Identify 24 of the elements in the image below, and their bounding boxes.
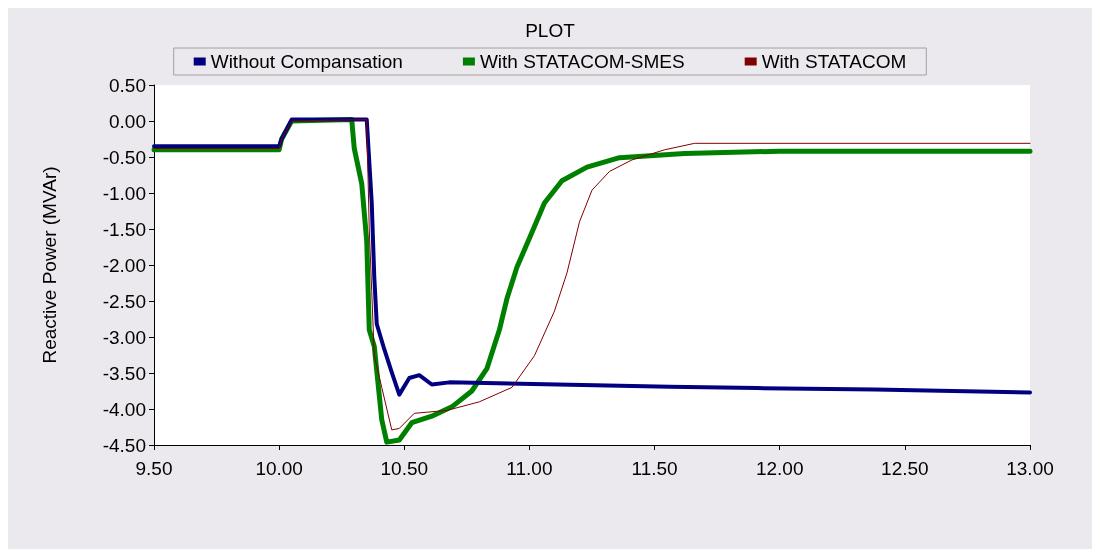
y-tick-label: -4.50 bbox=[102, 434, 146, 456]
y-tick-label: -3.50 bbox=[102, 362, 146, 384]
y-tick-label: -0.50 bbox=[102, 146, 146, 168]
legend-label: With STATACOM-SMES bbox=[479, 51, 685, 72]
y-tick-label: -3.00 bbox=[102, 326, 146, 348]
legend-label: With STATACOM bbox=[761, 51, 907, 72]
x-tick-label: 12.00 bbox=[755, 458, 804, 479]
y-tick-label: -2.50 bbox=[102, 290, 146, 312]
x-tick-label: 11.00 bbox=[506, 458, 553, 479]
x-tick-label: 11.50 bbox=[631, 458, 678, 479]
x-tick-label: 12.50 bbox=[881, 458, 929, 479]
y-tick-label: -1.00 bbox=[102, 182, 146, 204]
y-tick-label: -2.00 bbox=[102, 254, 146, 276]
legend-label: Without Compansation bbox=[210, 51, 403, 72]
x-tick-label: 13.00 bbox=[1006, 458, 1054, 479]
y-tick-label: -1.50 bbox=[102, 218, 146, 240]
x-tick-label: 10.00 bbox=[255, 458, 303, 479]
y-axis-title: Reactive Power (MVAr) bbox=[39, 166, 60, 364]
x-tick-label: 10.50 bbox=[380, 458, 429, 479]
y-tick-label: 0.50 bbox=[109, 74, 146, 96]
chart-title: PLOT bbox=[525, 20, 576, 41]
x-tick-label: 9.50 bbox=[135, 458, 173, 479]
y-tick-label: 0.00 bbox=[109, 110, 146, 132]
y-tick-label: -4.00 bbox=[102, 398, 146, 420]
